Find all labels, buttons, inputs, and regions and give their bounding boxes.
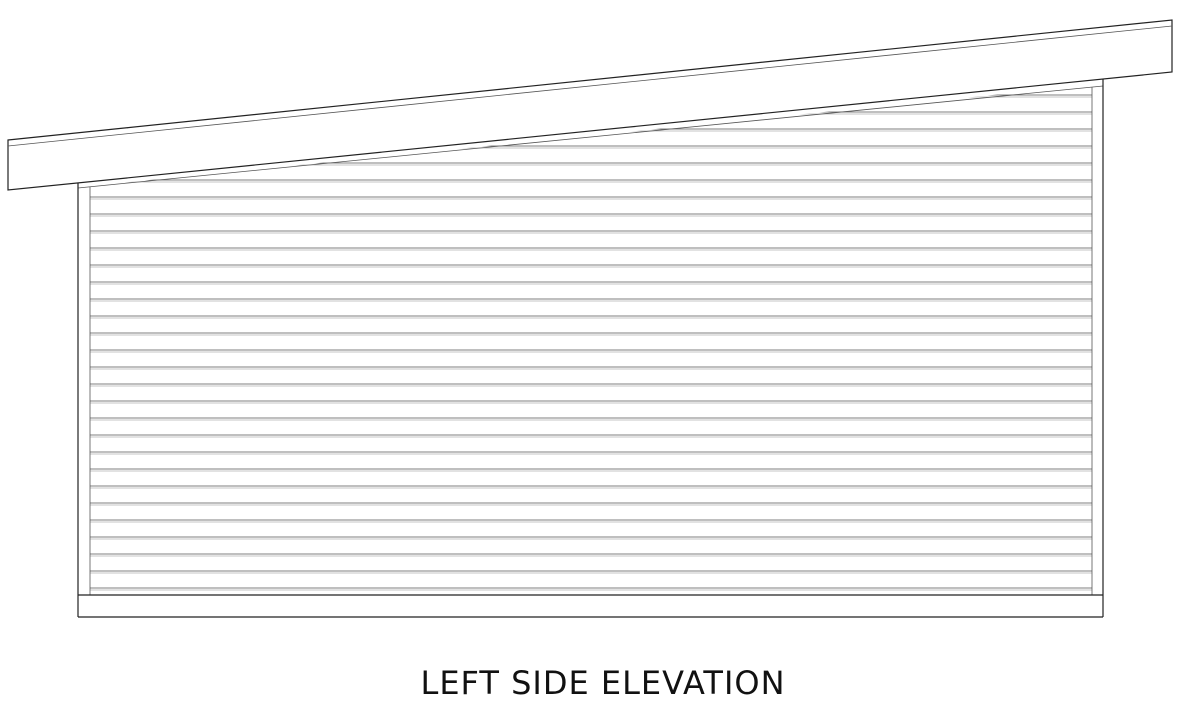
drawing-caption: LEFT SIDE ELEVATION — [420, 664, 785, 702]
roof-soffit-line — [77, 85, 1104, 189]
lap-siding — [90, 94, 1092, 591]
roof-edge-line — [7, 25, 1173, 147]
roof-fascia — [7, 19, 1173, 191]
